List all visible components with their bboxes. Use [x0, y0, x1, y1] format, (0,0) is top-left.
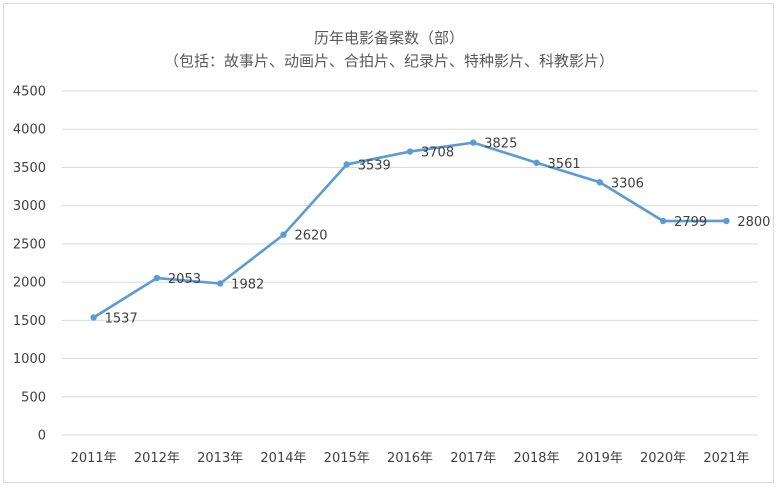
series-line [92, 141, 728, 319]
x-tick-label: 2019年 [577, 451, 623, 466]
y-tick-label: 3000 [13, 199, 46, 214]
data-point [533, 159, 540, 166]
x-tick-label: 2016年 [387, 451, 433, 466]
data-point [406, 148, 414, 155]
y-tick-label: 1500 [13, 314, 46, 329]
y-tick-label: 4500 [13, 85, 46, 100]
data-point [216, 280, 224, 287]
data-label: 3561 [548, 157, 581, 172]
y-axis-ticks: 0 500 1000 1500 2000 2500 3000 3500 4000 4500 [13, 85, 46, 444]
chart-frame [3, 3, 774, 483]
gridlines [62, 90, 758, 436]
x-tick-label: 2012年 [134, 451, 180, 466]
data-label: 3825 [484, 137, 517, 152]
chart-subtitle: （包括：故事片、动画片、合拍片、纪录片、特种影片、科教影片） [164, 52, 614, 70]
data-label: 3306 [611, 176, 644, 191]
y-tick-label: 2000 [13, 276, 46, 291]
data-series [90, 139, 730, 321]
y-tick-label: 500 [21, 390, 46, 405]
data-point [153, 274, 161, 282]
data-label: 3539 [358, 158, 391, 173]
y-tick-label: 2500 [13, 237, 46, 252]
x-tick-label: 2021年 [703, 451, 749, 466]
x-tick-label: 2011年 [71, 451, 117, 466]
x-tick-label: 2014年 [260, 451, 306, 466]
data-label: 3708 [421, 146, 454, 161]
chart-title: 历年电影备案数（部） [314, 29, 464, 47]
y-tick-label: 1000 [13, 352, 46, 367]
data-point [343, 161, 350, 168]
data-point [723, 217, 730, 225]
data-label: 2620 [294, 229, 327, 244]
data-point [470, 139, 477, 146]
data-label: 1982 [231, 277, 264, 292]
data-point [280, 231, 287, 238]
data-point [596, 179, 604, 186]
x-tick-label: 2015年 [324, 451, 370, 466]
data-point [90, 314, 97, 321]
y-tick-label: 3500 [13, 161, 46, 176]
x-tick-label: 2018年 [513, 451, 559, 466]
data-point [659, 217, 667, 225]
x-tick-label: 2017年 [450, 451, 496, 466]
y-tick-label: 0 [38, 429, 46, 444]
data-label: 2799 [674, 215, 707, 230]
x-axis-ticks: 2011年 2012年 2013年 2014年 2015年 2016年 2017年 2018年… [71, 451, 750, 466]
data-label: 2053 [168, 272, 201, 287]
data-labels: 1537 2053 1982 2620 3539 3708 3825 3561 3306 2799… [105, 137, 771, 327]
data-label: 1537 [105, 312, 138, 327]
x-tick-label: 2013年 [197, 451, 243, 466]
y-tick-label: 4000 [13, 123, 46, 138]
x-tick-label: 2020年 [640, 451, 686, 466]
data-label: 2800 [737, 215, 770, 230]
